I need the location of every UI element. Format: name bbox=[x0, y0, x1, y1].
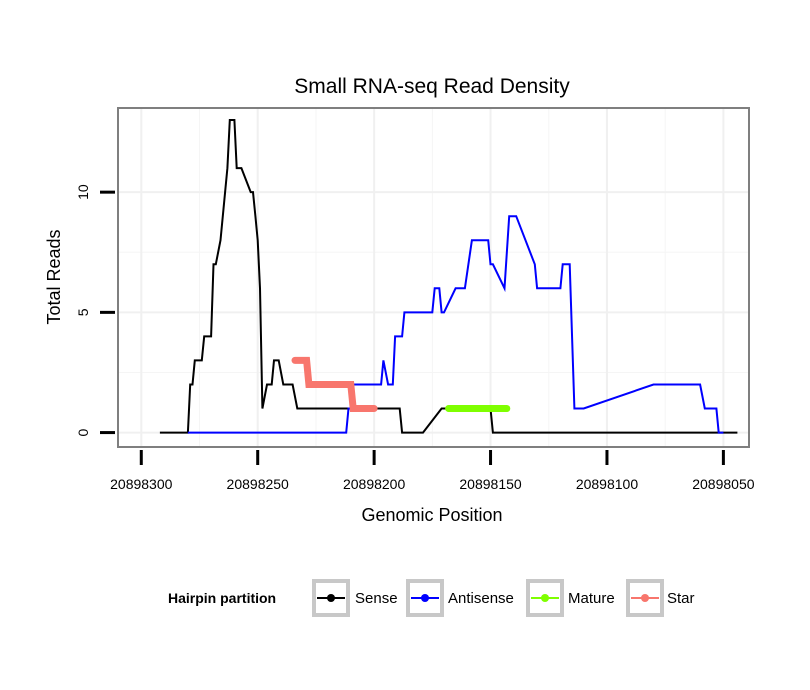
legend: Hairpin partition Sense Antisense Mature St… bbox=[168, 579, 695, 617]
legend-item-star: Star bbox=[626, 579, 695, 617]
series-layer bbox=[159, 119, 738, 434]
series-line-antisense bbox=[187, 215, 724, 434]
y-tick-label: 0 bbox=[75, 428, 91, 436]
series-star bbox=[291, 356, 378, 412]
plot-panel bbox=[117, 107, 750, 448]
legend-label: Star bbox=[667, 590, 695, 607]
series-line-star bbox=[291, 356, 378, 412]
x-tick-label: 20898150 bbox=[459, 476, 522, 492]
legend-key-point bbox=[641, 594, 649, 602]
x-tick-label: 20898050 bbox=[692, 476, 755, 492]
chart-title: Small RNA-seq Read Density bbox=[294, 75, 570, 98]
x-tick-label: 20898200 bbox=[343, 476, 406, 492]
y-axis-label: Total Reads bbox=[44, 229, 64, 324]
y-tick-label: 5 bbox=[75, 308, 91, 316]
x-axis-label: Genomic Position bbox=[361, 505, 502, 525]
legend-item-antisense: Antisense bbox=[406, 579, 514, 617]
legend-title: Hairpin partition bbox=[168, 590, 276, 606]
series-antisense bbox=[187, 215, 724, 434]
legend-label: Antisense bbox=[448, 590, 514, 607]
legend-item-sense: Sense bbox=[312, 579, 398, 617]
legend-label: Sense bbox=[355, 590, 398, 607]
legend-label: Mature bbox=[568, 590, 615, 607]
axes: 20898300 20898250 20898200 20898150 20898100… bbox=[75, 184, 755, 492]
series-line-sense bbox=[159, 119, 738, 434]
legend-key-point bbox=[327, 594, 335, 602]
x-tick-label: 20898100 bbox=[576, 476, 639, 492]
legend-item-mature: Mature bbox=[526, 579, 615, 617]
legend-key-point bbox=[421, 594, 429, 602]
y-tick-label: 10 bbox=[75, 184, 91, 200]
x-tick-label: 20898250 bbox=[227, 476, 290, 492]
series-sense bbox=[159, 119, 738, 434]
legend-key-point bbox=[541, 594, 549, 602]
x-tick-label: 20898300 bbox=[110, 476, 173, 492]
